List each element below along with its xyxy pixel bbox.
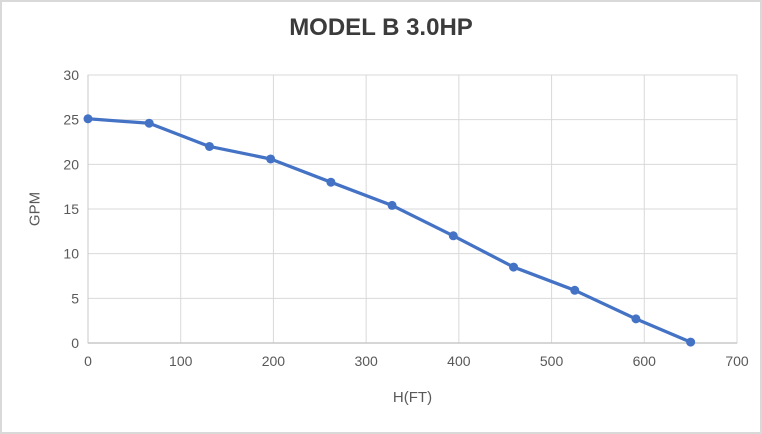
data-point-marker: [570, 285, 580, 295]
y-tick-label: 5: [71, 290, 79, 306]
data-point-marker: [326, 177, 336, 187]
x-tick-label: 400: [447, 353, 471, 369]
x-tick-label: 500: [540, 353, 564, 369]
y-tick-label: 0: [71, 335, 79, 351]
x-tick-label: 200: [262, 353, 286, 369]
series-line: [86, 117, 693, 344]
x-tick-label: 0: [84, 353, 92, 369]
data-point-marker: [631, 314, 641, 324]
data-point-marker: [448, 231, 458, 241]
data-point-marker: [387, 200, 397, 210]
data-point-marker: [266, 154, 276, 164]
data-point-marker: [509, 262, 519, 272]
x-tick-label: 700: [725, 353, 749, 369]
data-point-marker: [83, 114, 93, 124]
data-point-marker: [686, 337, 696, 347]
data-point-marker: [204, 141, 214, 151]
chart-title: MODEL B 3.0HP: [289, 14, 473, 41]
y-tick-label: 20: [63, 156, 79, 172]
x-tick-label: 100: [169, 353, 193, 369]
x-tick-label: 300: [354, 353, 378, 369]
y-tick-label: 30: [63, 67, 79, 83]
x-tick-label: 600: [633, 353, 657, 369]
y-tick-label: 15: [63, 201, 79, 217]
data-point-marker: [144, 118, 154, 128]
x-axis-title: H(FT): [392, 389, 433, 406]
y-tick-label: 25: [63, 112, 79, 128]
y-tick-label: 10: [63, 246, 79, 262]
